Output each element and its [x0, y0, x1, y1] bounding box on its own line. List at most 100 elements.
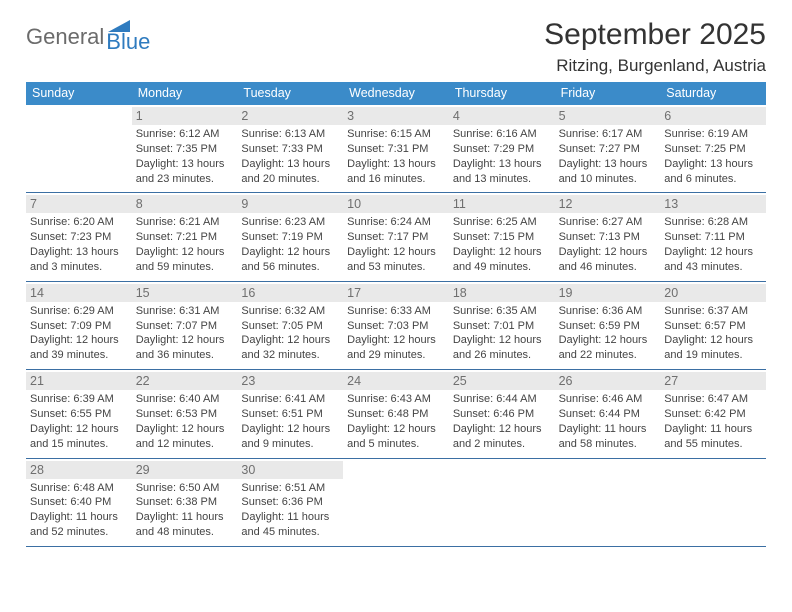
weeks-container: 1 Sunrise: 6:12 AMSunset: 7:35 PMDaylight… [26, 105, 766, 547]
sunset-text: Sunset: 6:53 PM [136, 407, 234, 422]
day-cell: 3Sunrise: 6:15 AMSunset: 7:31 PMDaylight… [343, 105, 449, 192]
day-number [555, 461, 661, 479]
day-cell: 11Sunrise: 6:25 AMSunset: 7:15 PMDayligh… [449, 193, 555, 280]
day-cell: 10Sunrise: 6:24 AMSunset: 7:17 PMDayligh… [343, 193, 449, 280]
dow-cell: Monday [132, 82, 238, 105]
day-cell [660, 459, 766, 546]
daylight-text: Daylight: 12 hours and 56 minutes. [241, 245, 339, 275]
day-number: 29 [132, 461, 238, 479]
day-cell: 17Sunrise: 6:33 AMSunset: 7:03 PMDayligh… [343, 282, 449, 369]
day-cell: 7 Sunrise: 6:20 AMSunset: 7:23 PMDaylight… [26, 193, 132, 280]
day-cell: 5Sunrise: 6:17 AMSunset: 7:27 PMDaylight… [555, 105, 661, 192]
day-number: 14 [26, 284, 132, 302]
day-of-week-header: SundayMondayTuesdayWednesdayThursdayFrid… [26, 82, 766, 105]
sunrise-text: Sunrise: 6:47 AM [664, 392, 762, 407]
day-body: Sunrise: 6:32 AMSunset: 7:05 PMDaylight:… [241, 304, 339, 363]
day-number: 4 [449, 107, 555, 125]
sunrise-text: Sunrise: 6:28 AM [664, 215, 762, 230]
sunrise-text: Sunrise: 6:12 AM [136, 127, 234, 142]
daylight-text: Daylight: 12 hours and 12 minutes. [136, 422, 234, 452]
sunrise-text: Sunrise: 6:37 AM [664, 304, 762, 319]
day-body: Sunrise: 6:37 AMSunset: 6:57 PMDaylight:… [664, 304, 762, 363]
sunset-text: Sunset: 7:31 PM [347, 142, 445, 157]
daylight-text: Daylight: 12 hours and 19 minutes. [664, 333, 762, 363]
day-number: 6 [660, 107, 766, 125]
sunset-text: Sunset: 7:21 PM [136, 230, 234, 245]
week-row: 1 Sunrise: 6:12 AMSunset: 7:35 PMDaylight… [26, 105, 766, 193]
day-cell: 21Sunrise: 6:39 AMSunset: 6:55 PMDayligh… [26, 370, 132, 457]
day-body: Sunrise: 6:44 AMSunset: 6:46 PMDaylight:… [453, 392, 551, 451]
day-body: Sunrise: 6:21 AMSunset: 7:21 PMDaylight:… [136, 215, 234, 274]
day-number: 5 [555, 107, 661, 125]
daylight-text: Daylight: 12 hours and 22 minutes. [559, 333, 657, 363]
dow-cell: Friday [555, 82, 661, 105]
day-cell: 26Sunrise: 6:46 AMSunset: 6:44 PMDayligh… [555, 370, 661, 457]
day-cell: 1 Sunrise: 6:12 AMSunset: 7:35 PMDaylight… [132, 105, 238, 192]
sunset-text: Sunset: 6:55 PM [30, 407, 128, 422]
day-number: 15 [132, 284, 238, 302]
sunset-text: Sunset: 7:27 PM [559, 142, 657, 157]
day-body: Sunrise: 6:20 AMSunset: 7:23 PMDaylight:… [30, 215, 128, 274]
day-cell: 12 Sunrise: 6:27 AMSunset: 7:13 PMDayligh… [555, 193, 661, 280]
day-cell: 2 Sunrise: 6:13 AMSunset: 7:33 PMDaylight… [237, 105, 343, 192]
sunrise-text: Sunrise: 6:51 AM [241, 481, 339, 496]
day-body: Sunrise: 6:16 AMSunset: 7:29 PMDaylight:… [453, 127, 551, 186]
daylight-text: Daylight: 12 hours and 2 minutes. [453, 422, 551, 452]
dow-cell: Thursday [449, 82, 555, 105]
title-block: September 2025 Ritzing, Burgenland, Aust… [544, 18, 766, 76]
week-row: 21Sunrise: 6:39 AMSunset: 6:55 PMDayligh… [26, 370, 766, 458]
sunrise-text: Sunrise: 6:25 AM [453, 215, 551, 230]
daylight-text: Daylight: 13 hours and 13 minutes. [453, 157, 551, 187]
day-number: 1 [132, 107, 238, 125]
month-title: September 2025 [544, 18, 766, 52]
daylight-text: Daylight: 12 hours and 46 minutes. [559, 245, 657, 275]
day-cell: 28Sunrise: 6:48 AMSunset: 6:40 PMDayligh… [26, 459, 132, 546]
day-number: 19 [555, 284, 661, 302]
day-number: 24 [343, 372, 449, 390]
day-body: Sunrise: 6:29 AMSunset: 7:09 PMDaylight:… [30, 304, 128, 363]
sunrise-text: Sunrise: 6:50 AM [136, 481, 234, 496]
day-cell [343, 459, 449, 546]
day-cell: 8 Sunrise: 6:21 AMSunset: 7:21 PMDaylight… [132, 193, 238, 280]
day-body: Sunrise: 6:28 AMSunset: 7:11 PMDaylight:… [664, 215, 762, 274]
day-number: 2 [237, 107, 343, 125]
sunrise-text: Sunrise: 6:21 AM [136, 215, 234, 230]
sunrise-text: Sunrise: 6:23 AM [241, 215, 339, 230]
day-cell [26, 105, 132, 192]
sunset-text: Sunset: 6:44 PM [559, 407, 657, 422]
sunset-text: Sunset: 7:01 PM [453, 319, 551, 334]
sunrise-text: Sunrise: 6:16 AM [453, 127, 551, 142]
sunrise-text: Sunrise: 6:13 AM [241, 127, 339, 142]
day-body: Sunrise: 6:12 AMSunset: 7:35 PMDaylight:… [136, 127, 234, 186]
day-number: 7 [26, 195, 132, 213]
logo-mark: Blue [106, 20, 150, 52]
day-number [26, 107, 132, 125]
day-body: Sunrise: 6:27 AMSunset: 7:13 PMDaylight:… [559, 215, 657, 274]
daylight-text: Daylight: 12 hours and 26 minutes. [453, 333, 551, 363]
sunset-text: Sunset: 6:36 PM [241, 495, 339, 510]
daylight-text: Daylight: 13 hours and 20 minutes. [241, 157, 339, 187]
sunrise-text: Sunrise: 6:27 AM [559, 215, 657, 230]
day-number: 30 [237, 461, 343, 479]
day-body: Sunrise: 6:13 AMSunset: 7:33 PMDaylight:… [241, 127, 339, 186]
day-cell: 4 Sunrise: 6:16 AMSunset: 7:29 PMDaylight… [449, 105, 555, 192]
sunset-text: Sunset: 7:19 PM [241, 230, 339, 245]
sunrise-text: Sunrise: 6:33 AM [347, 304, 445, 319]
day-cell: 16Sunrise: 6:32 AMSunset: 7:05 PMDayligh… [237, 282, 343, 369]
logo: General Blue [26, 18, 150, 52]
sunrise-text: Sunrise: 6:36 AM [559, 304, 657, 319]
day-number: 8 [132, 195, 238, 213]
day-body: Sunrise: 6:50 AMSunset: 6:38 PMDaylight:… [136, 481, 234, 540]
daylight-text: Daylight: 13 hours and 3 minutes. [30, 245, 128, 275]
sunset-text: Sunset: 6:59 PM [559, 319, 657, 334]
day-number: 12 [555, 195, 661, 213]
day-number: 3 [343, 107, 449, 125]
daylight-text: Daylight: 12 hours and 59 minutes. [136, 245, 234, 275]
sunset-text: Sunset: 7:11 PM [664, 230, 762, 245]
daylight-text: Daylight: 13 hours and 23 minutes. [136, 157, 234, 187]
day-cell [449, 459, 555, 546]
sunset-text: Sunset: 7:13 PM [559, 230, 657, 245]
day-number: 10 [343, 195, 449, 213]
day-body: Sunrise: 6:36 AMSunset: 6:59 PMDaylight:… [559, 304, 657, 363]
day-cell: 23Sunrise: 6:41 AMSunset: 6:51 PMDayligh… [237, 370, 343, 457]
